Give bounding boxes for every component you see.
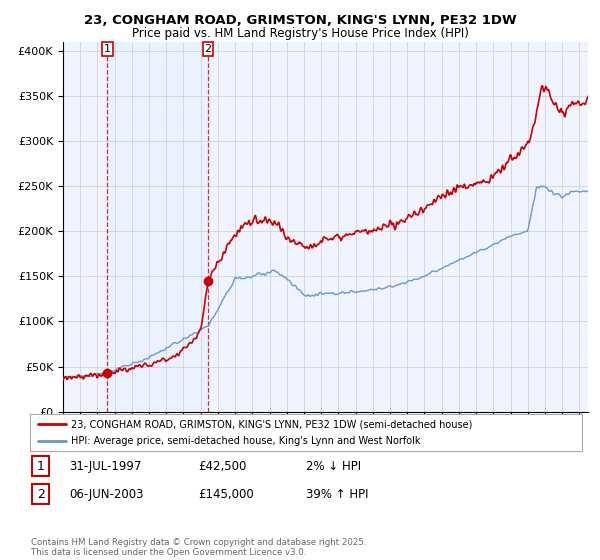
Text: 31-JUL-1997: 31-JUL-1997: [69, 460, 142, 473]
Bar: [107, 42, 208, 412]
Text: 39% ↑ HPI: 39% ↑ HPI: [306, 488, 368, 501]
Text: £145,000: £145,000: [198, 488, 254, 501]
Text: 1: 1: [104, 44, 111, 54]
Text: 2: 2: [37, 488, 45, 501]
Text: Price paid vs. HM Land Registry's House Price Index (HPI): Price paid vs. HM Land Registry's House …: [131, 27, 469, 40]
Text: 23, CONGHAM ROAD, GRIMSTON, KING'S LYNN, PE32 1DW: 23, CONGHAM ROAD, GRIMSTON, KING'S LYNN,…: [83, 14, 517, 27]
Text: 2% ↓ HPI: 2% ↓ HPI: [306, 460, 361, 473]
Text: £42,500: £42,500: [198, 460, 247, 473]
Text: 06-JUN-2003: 06-JUN-2003: [69, 488, 143, 501]
Text: HPI: Average price, semi-detached house, King's Lynn and West Norfolk: HPI: Average price, semi-detached house,…: [71, 436, 421, 446]
Text: 1: 1: [37, 460, 45, 473]
Text: Contains HM Land Registry data © Crown copyright and database right 2025.
This d: Contains HM Land Registry data © Crown c…: [31, 538, 367, 557]
Text: 2: 2: [205, 44, 212, 54]
Text: 23, CONGHAM ROAD, GRIMSTON, KING'S LYNN, PE32 1DW (semi-detached house): 23, CONGHAM ROAD, GRIMSTON, KING'S LYNN,…: [71, 419, 473, 429]
